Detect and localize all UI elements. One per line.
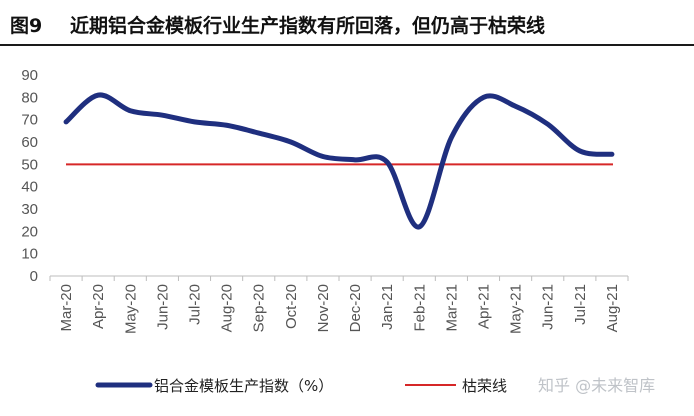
x-tick-label: Jun-20 — [154, 284, 171, 330]
x-tick-label: Jul-20 — [187, 284, 204, 325]
x-tick-label: Mar-21 — [443, 284, 460, 332]
figure-title: 近期铝合金模板行业生产指数有所回落，但仍高于枯荣线 — [70, 15, 546, 37]
x-tick-label: Aug-20 — [219, 284, 236, 332]
watermark-text: 知乎 @未来智库 — [538, 376, 655, 395]
y-tick-label: 70 — [21, 112, 38, 129]
y-tick-label: 20 — [21, 223, 38, 240]
x-tick-label: Aug-21 — [604, 284, 621, 332]
x-tick-label: Sep-20 — [251, 284, 268, 332]
y-tick-label: 60 — [21, 134, 38, 151]
x-tick-label: Apr-21 — [476, 284, 493, 329]
figure-title-bar: 图9 近期铝合金模板行业生产指数有所回落，但仍高于枯荣线 — [0, 0, 694, 46]
x-tick-label: May-21 — [508, 284, 525, 334]
series-line-production-index — [63, 92, 615, 230]
x-tick-label: May-20 — [122, 284, 139, 334]
x-tick-label: Feb-21 — [411, 284, 428, 332]
x-tick-label: Jul-21 — [572, 284, 589, 325]
x-tick-label: Apr-20 — [90, 284, 107, 329]
x-tick-label: Oct-20 — [283, 284, 300, 329]
y-tick-label: 10 — [21, 246, 38, 263]
figure-number: 图9 — [10, 15, 43, 37]
x-tick-label: Dec-20 — [347, 284, 364, 332]
x-tick-label: Jun-21 — [540, 284, 557, 330]
x-tick-label: Mar-20 — [58, 284, 75, 332]
y-tick-label: 90 — [21, 67, 38, 84]
y-tick-label: 40 — [21, 179, 38, 196]
y-tick-label: 0 — [30, 268, 38, 285]
y-tick-label: 30 — [21, 201, 38, 218]
y-tick-label: 80 — [21, 89, 38, 106]
legend-label-boom-bust: 枯荣线 — [462, 377, 507, 395]
x-tick-label: Jan-21 — [379, 284, 396, 330]
legend-label-production-index: 铝合金模板生产指数（%） — [154, 377, 333, 395]
x-tick-label: Nov-20 — [315, 284, 332, 332]
y-tick-label: 50 — [21, 156, 38, 173]
